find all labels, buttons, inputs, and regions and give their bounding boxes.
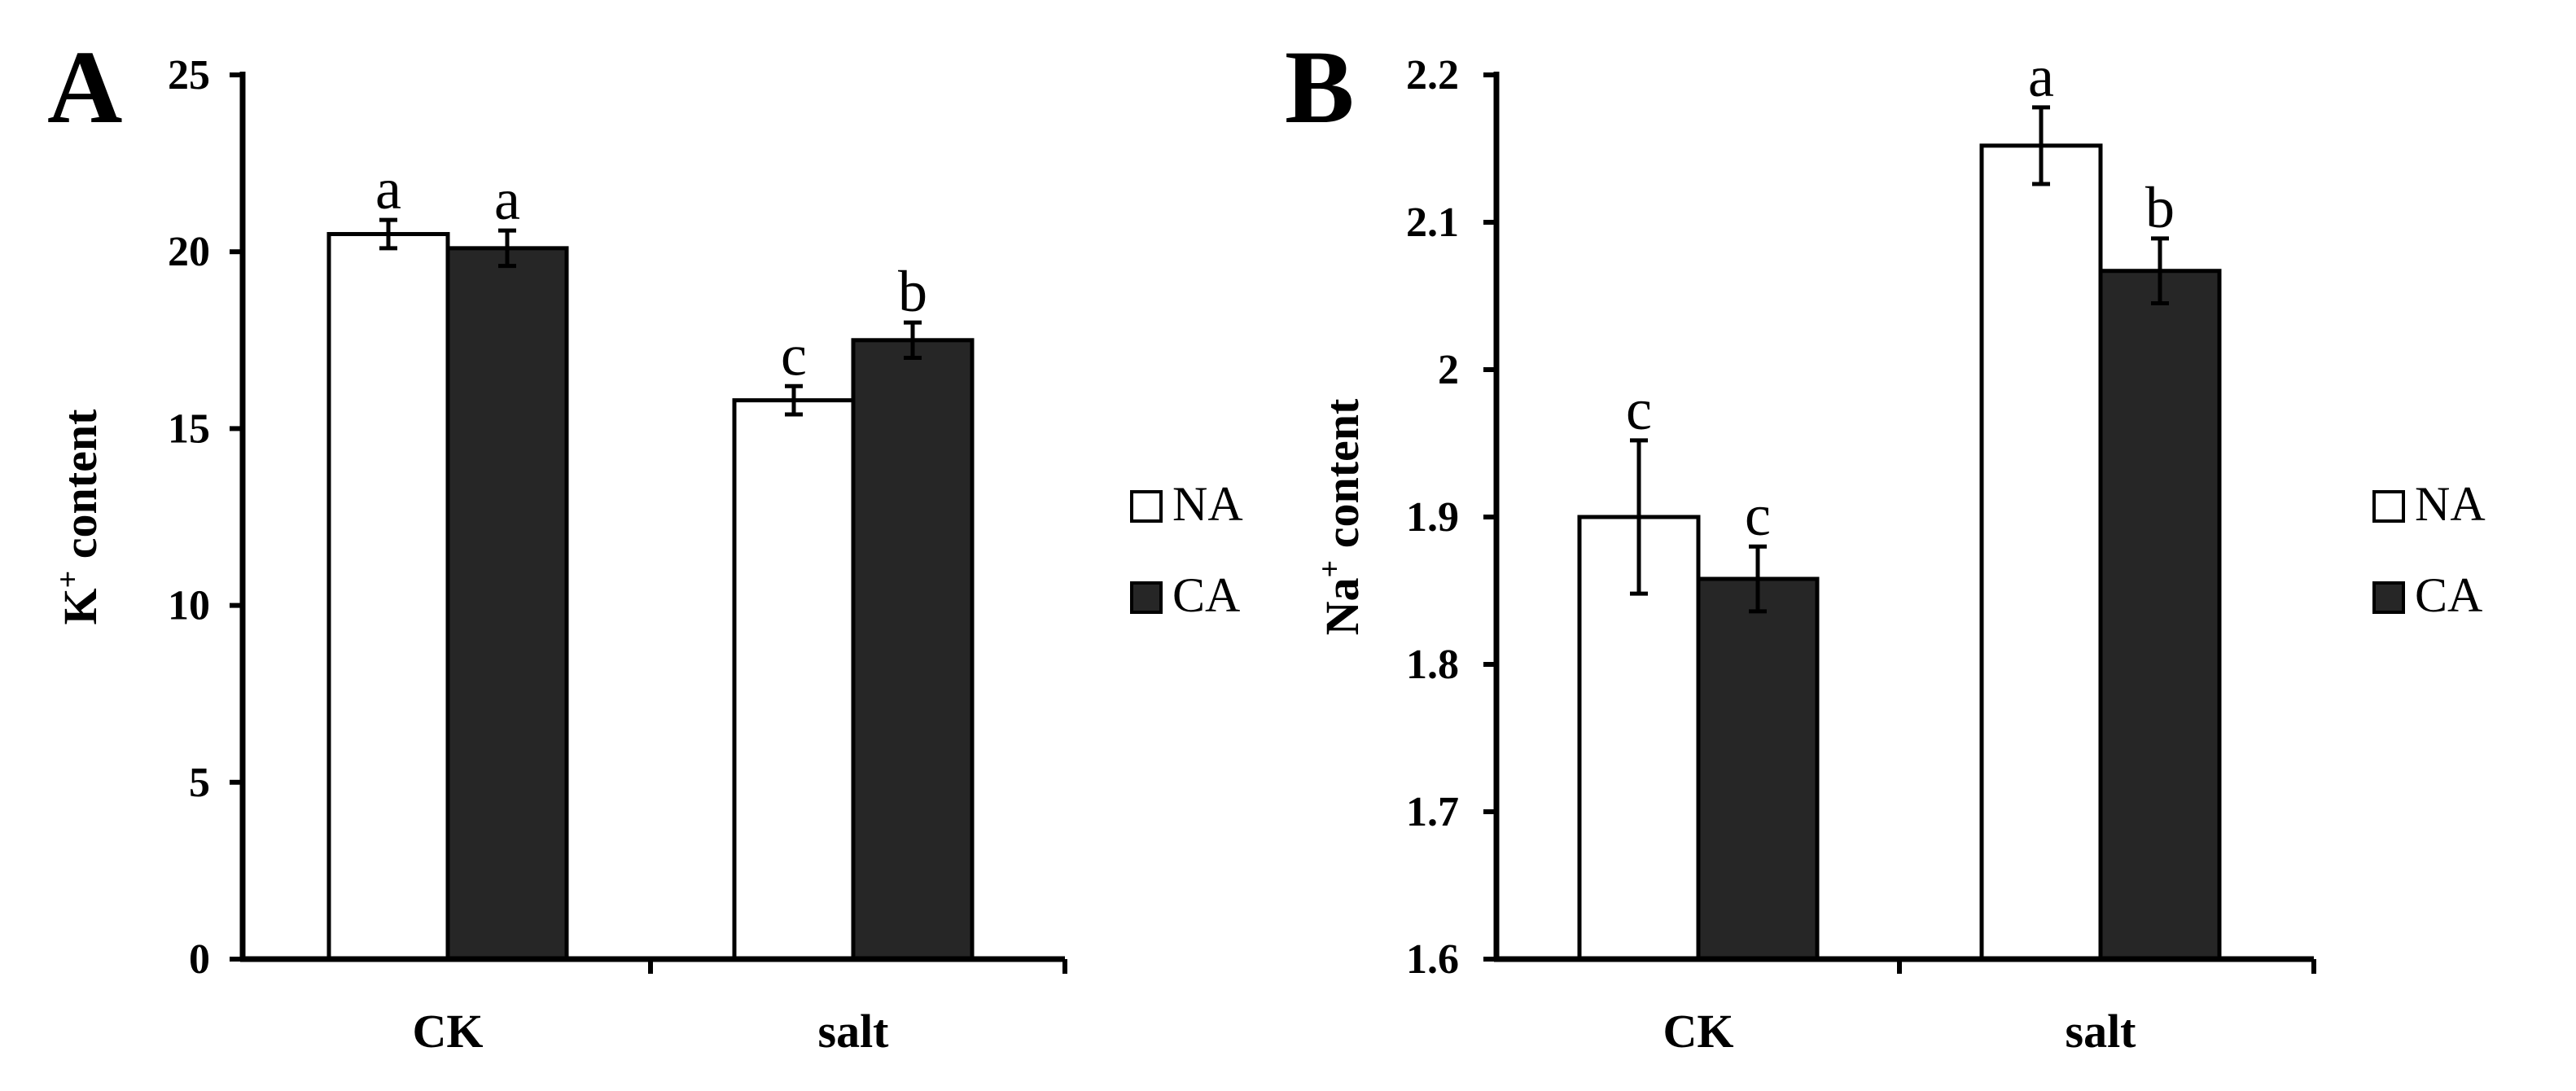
panel-a-x-tick-label-ck: CK bbox=[413, 1005, 484, 1058]
panel-a-y-tick-label: 5 bbox=[189, 760, 210, 806]
panel-b-y-tick-label: 1.8 bbox=[1406, 642, 1459, 688]
panel-b-y-tick-label: 2.2 bbox=[1406, 52, 1459, 99]
panel-b-bar-na-salt bbox=[1979, 143, 2103, 962]
panel-a-y-tick-label: 20 bbox=[168, 229, 210, 275]
panel-a-legend-label-ca: CA bbox=[1172, 568, 1240, 622]
panel-a-errorbar-na-salt bbox=[785, 383, 803, 417]
panel-b-bar-ca-ck bbox=[1696, 576, 1820, 962]
panel-b-errorbar-ca-salt bbox=[2151, 236, 2169, 306]
panel-a-bar-ca-salt bbox=[851, 338, 975, 962]
panel-a-y-tick-label: 25 bbox=[168, 52, 210, 99]
panel-b-sig-label-na-ck: c bbox=[1626, 377, 1652, 442]
panel-b-chart: Bc a c b 1.6 1.7 1.8 1.9 2 2.1 2.2 CK salt Na+ conten… bbox=[1285, 29, 2486, 1058]
panel-a-errorbar-ca-salt bbox=[904, 320, 922, 361]
panel-a-sig-label-na-ck: a bbox=[375, 156, 401, 221]
panel-a-chart: Aa c a b 0 5 10 15 20 25 CK salt K+ content NA CA bbox=[47, 29, 1243, 1058]
panel-b-y-tick-label: 1.7 bbox=[1406, 789, 1459, 835]
panel-a-y-tick-label: 15 bbox=[168, 405, 210, 452]
panel-b-bar-ca-salt bbox=[2098, 269, 2222, 962]
panel-b-sig-label-na-salt: a bbox=[2028, 44, 2054, 109]
panel-b-legend-label-ca: CA bbox=[2415, 568, 2482, 622]
panel-b-legend-label-na: NA bbox=[2415, 477, 2486, 531]
panel-b-y-tick-label: 2 bbox=[1438, 347, 1459, 393]
panel-b-x-tick-label-salt: salt bbox=[2066, 1005, 2137, 1058]
panel-a-y-tick-label: 10 bbox=[168, 583, 210, 629]
panel-b-y-axis-label: Na+ content bbox=[1313, 398, 1369, 635]
panel-b-sig-label-ca-salt: b bbox=[2145, 175, 2175, 240]
panel-a-bar-na-ck bbox=[326, 231, 450, 962]
panel-b-y-tick-label: 2.1 bbox=[1406, 199, 1459, 246]
panel-a-errorbar-na-ck bbox=[379, 217, 397, 251]
panel-a-bar-na-salt bbox=[732, 398, 856, 962]
panel-a-sig-label-na-salt: c bbox=[781, 322, 807, 388]
panel-a-y-axis-label: K+ content bbox=[51, 409, 107, 625]
panel-a-x-tick-label-salt: salt bbox=[818, 1005, 890, 1058]
panel-a-y-tick-label: 0 bbox=[189, 936, 210, 983]
panel-b-x-tick-label-ck: CK bbox=[1663, 1005, 1734, 1058]
panel-b-y-tick-label: 1.9 bbox=[1406, 494, 1459, 541]
panel-a-legend-swatch-ca bbox=[1130, 581, 1163, 614]
panel-b-errorbar-na-salt bbox=[2032, 105, 2050, 186]
panel-a-sig-label-ca-ck: a bbox=[494, 167, 520, 232]
panel-b-errorbar-na-ck bbox=[1630, 438, 1648, 596]
panel-b-legend: NA CA bbox=[2372, 477, 2486, 622]
panel-b-letter: B bbox=[1285, 29, 1354, 145]
panel-b-legend-swatch-na bbox=[2372, 490, 2405, 523]
panel-a-legend-swatch-na bbox=[1130, 490, 1163, 523]
panel-b-legend-swatch-ca bbox=[2372, 581, 2405, 614]
panel-a-legend-label-na: NA bbox=[1172, 477, 1243, 531]
panel-b-errorbar-ca-ck bbox=[1749, 544, 1767, 614]
panel-a-letter: A bbox=[47, 29, 122, 145]
panel-a-errorbar-ca-ck bbox=[498, 228, 516, 269]
panel-b-sig-label-ca-ck: c bbox=[1745, 483, 1771, 548]
panel-a-legend: NA CA bbox=[1130, 477, 1243, 622]
panel-a-bar-ca-ck bbox=[445, 246, 569, 962]
panel-a-sig-label-ca-salt: b bbox=[898, 259, 927, 324]
panel-b-y-tick-label: 1.6 bbox=[1406, 936, 1459, 983]
